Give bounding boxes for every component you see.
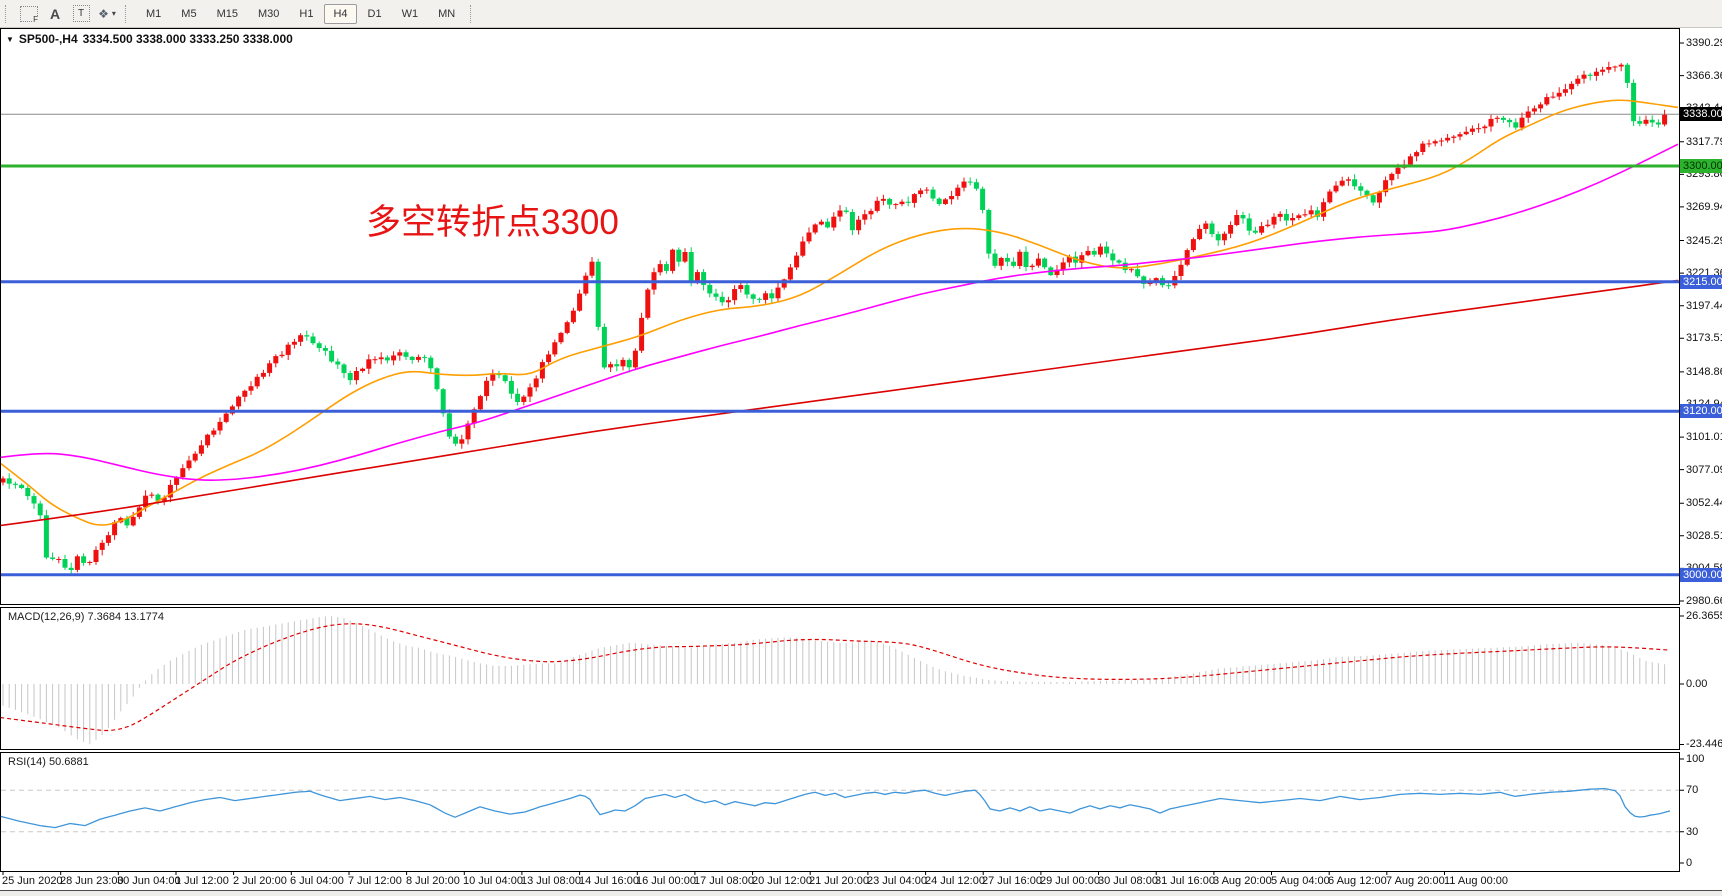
timeframe-button-m30[interactable]: M30 xyxy=(257,7,280,20)
time-axis-label: 5 Aug 04:00 xyxy=(1271,875,1330,887)
hline-price-tag: 3120.000 xyxy=(1680,404,1722,418)
hline-price-tag: 3215.000 xyxy=(1680,275,1722,289)
draw-objects-icon[interactable]: ❖ ▾ xyxy=(96,4,118,24)
hline-price-tag: 3000.000 xyxy=(1680,568,1722,582)
time-axis-label: 21 Jul 20:00 xyxy=(809,875,869,887)
time-axis-label: 11 Aug 00:00 xyxy=(1444,875,1509,887)
macd-indicator-label: MACD(12,26,9) 7.3684 13.1774 xyxy=(8,611,164,623)
time-axis-label: 10 Jul 04:00 xyxy=(463,875,523,887)
price-axis-label: 3077.090 xyxy=(1686,464,1722,476)
chevron-down-icon: ▾ xyxy=(111,9,116,18)
time-axis-label: 16 Jul 00:00 xyxy=(636,875,696,887)
symbol-dropdown-icon[interactable]: ▼ xyxy=(6,34,14,44)
text-label-glyph: A xyxy=(49,5,61,22)
timeframe-button-m15[interactable]: M15 xyxy=(216,7,238,20)
time-axis-label: 2 Jul 20:00 xyxy=(233,875,287,887)
statusbar-divider xyxy=(0,890,1722,891)
time-axis-label: 28 Jun 23:00 xyxy=(60,875,124,887)
time-axis-label: 7 Aug 20:00 xyxy=(1386,875,1445,887)
price-axis-label: 3028.515 xyxy=(1686,530,1722,542)
ma-fast xyxy=(1,99,1679,526)
rsi-indicator-label: RSI(14) 50.6881 xyxy=(8,756,89,768)
macd-values: 7.3684 13.1774 xyxy=(87,611,164,623)
rsi-axis-label: 30 xyxy=(1686,826,1699,838)
time-axis-label: 13 Jul 08:00 xyxy=(521,875,581,887)
rsi-axis-label: 70 xyxy=(1686,784,1699,796)
rsi-line xyxy=(1,787,1671,829)
toolbar: F A T ❖ ▾ M1 M5 M15 M30 H1 H4 D1 W1 MN xyxy=(0,0,1722,28)
time-axis-label: 25 Jun 2020 xyxy=(2,875,63,887)
statusbar-strip xyxy=(0,891,1722,896)
rsi-axis-label: 100 xyxy=(1686,753,1705,765)
macd-axis-label: -23.4467 xyxy=(1686,738,1722,750)
price-axis-label: 3366.365 xyxy=(1686,70,1722,82)
ma-slow xyxy=(1,279,1679,527)
rsi-name: RSI(14) xyxy=(8,756,46,768)
time-axis-label: 17 Jul 08:00 xyxy=(694,875,754,887)
timeframe-button-m1[interactable]: M1 xyxy=(146,7,162,20)
price-axis-label: 3245.290 xyxy=(1686,235,1722,247)
rsi-axis-label: 0 xyxy=(1686,857,1693,869)
time-axis-label: 30 Jul 08:00 xyxy=(1098,875,1158,887)
price-axis-label: 3197.440 xyxy=(1686,300,1722,312)
time-axis-label: 6 Aug 12:00 xyxy=(1328,875,1387,887)
timeframe-button-d1[interactable]: D1 xyxy=(367,7,382,20)
price-axis-label: 2980.665 xyxy=(1686,595,1722,607)
price-axis-label: 3101.015 xyxy=(1686,431,1722,443)
macd-signal-line xyxy=(1,623,1669,732)
macd-histogram xyxy=(2,616,1666,745)
timeframe-button-w1[interactable]: W1 xyxy=(401,7,419,20)
time-axis-label: 3 Aug 20:00 xyxy=(1213,875,1272,887)
current-price-tag: 3338.000 xyxy=(1680,107,1722,121)
time-axis-label: 29 Jul 00:00 xyxy=(1040,875,1100,887)
timeframe-button-m5[interactable]: M5 xyxy=(181,7,197,20)
hline-price-tag: 3300.000 xyxy=(1680,159,1722,173)
toolbar-grip[interactable] xyxy=(470,4,476,23)
time-axis-label: 27 Jul 16:00 xyxy=(982,875,1042,887)
chart-frame-glyph: F xyxy=(20,5,38,24)
price-axis-label: 3052.440 xyxy=(1686,497,1722,509)
macd-name: MACD(12,26,9) xyxy=(8,611,85,623)
time-axis-label: 31 Jul 16:00 xyxy=(1155,875,1215,887)
time-axis-label: 24 Jul 12:00 xyxy=(925,875,985,887)
time-axis-label: 20 Jul 12:00 xyxy=(752,875,812,887)
price-axis-label: 3148.865 xyxy=(1686,366,1722,378)
time-axis-label: 14 Jul 16:00 xyxy=(579,875,639,887)
time-axis-label: 6 Jul 04:00 xyxy=(290,875,344,887)
macd-axis-label: 0.00 xyxy=(1686,678,1708,690)
price-axis-label: 3390.290 xyxy=(1686,37,1722,49)
time-axis-label: 1 Jul 12:00 xyxy=(175,875,229,887)
toolbar-grip[interactable] xyxy=(125,4,131,23)
macd-axis-label: 26.3655 xyxy=(1686,610,1722,622)
time-axis-label: 30 Jun 04:00 xyxy=(117,875,181,887)
text-box-glyph: T xyxy=(72,5,90,22)
timeframe-button-h1[interactable]: H1 xyxy=(299,7,314,20)
time-axis-label: 8 Jul 20:00 xyxy=(406,875,460,887)
price-axis-label: 3269.940 xyxy=(1686,201,1722,213)
price-axis-label: 3173.515 xyxy=(1686,332,1722,344)
symbol-period-label: SP500-,H4 xyxy=(18,32,78,46)
chart-frame-icon[interactable]: F xyxy=(18,4,40,24)
timeframe-button-mn[interactable]: MN xyxy=(438,7,456,20)
text-box-icon[interactable]: T xyxy=(70,4,92,24)
toolbar-grip[interactable] xyxy=(5,4,11,23)
chart-title-bar: ▼ SP500-,H4 3334.500 3338.000 3333.250 3… xyxy=(6,32,293,46)
timeframe-button-h4[interactable]: H4 xyxy=(324,3,357,24)
time-axis-label: 7 Jul 12:00 xyxy=(348,875,402,887)
ma-mid xyxy=(1,143,1679,481)
price-axis-label: 3317.790 xyxy=(1686,136,1722,148)
text-label-icon[interactable]: A xyxy=(44,4,66,24)
annotation-text: 多空转折点3300 xyxy=(366,203,619,242)
ohlc-values: 3334.500 3338.000 3333.250 3338.000 xyxy=(82,32,293,46)
rsi-value: 50.6881 xyxy=(48,756,89,768)
time-axis-label: 23 Jul 04:00 xyxy=(867,875,927,887)
draw-objects-glyph: ❖ xyxy=(98,6,110,21)
